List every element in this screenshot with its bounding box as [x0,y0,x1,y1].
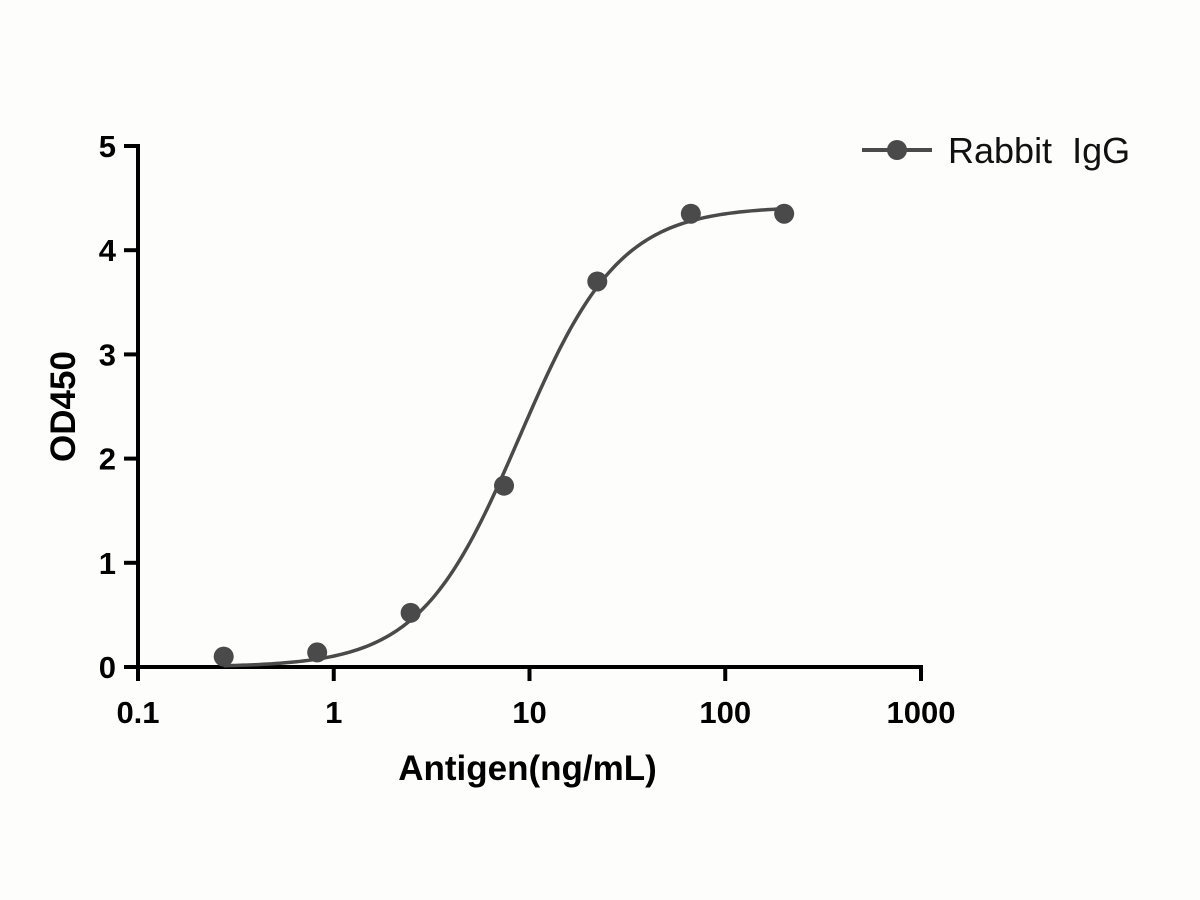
legend-label: Rabbit IgG [948,130,1130,171]
data-points [213,203,795,667]
x-tick-label: 1000 [887,695,956,730]
y-tick-label: 0 [99,650,116,685]
y-axis-label: OD450 [44,351,83,462]
fit-curve [223,206,785,668]
y-tick-label: 5 [99,129,116,164]
y-tick-label: 1 [99,546,116,581]
legend: Rabbit IgG [862,130,1130,171]
x-tick-label: 10 [512,695,546,730]
series-layer [213,203,795,668]
x-tick-label: 1 [325,695,342,730]
x-axis-label: Antigen(ng/mL) [398,749,657,788]
y-ticks: 0 1 2 3 4 5 [99,129,138,685]
data-point [774,203,795,224]
legend-marker [887,140,907,160]
y-tick-label: 3 [99,337,116,372]
x-tick-label: 100 [699,695,751,730]
x-tick-label: 0.1 [116,695,159,730]
y-tick-label: 4 [99,233,117,268]
data-point [213,646,234,667]
axes [136,144,923,669]
data-point [680,203,701,224]
data-point [400,602,421,623]
y-tick-label: 2 [99,442,116,477]
data-point [307,642,328,663]
x-ticks: 0.1 1 10 100 1000 [116,667,955,730]
data-point [494,475,515,496]
data-point [587,271,608,292]
